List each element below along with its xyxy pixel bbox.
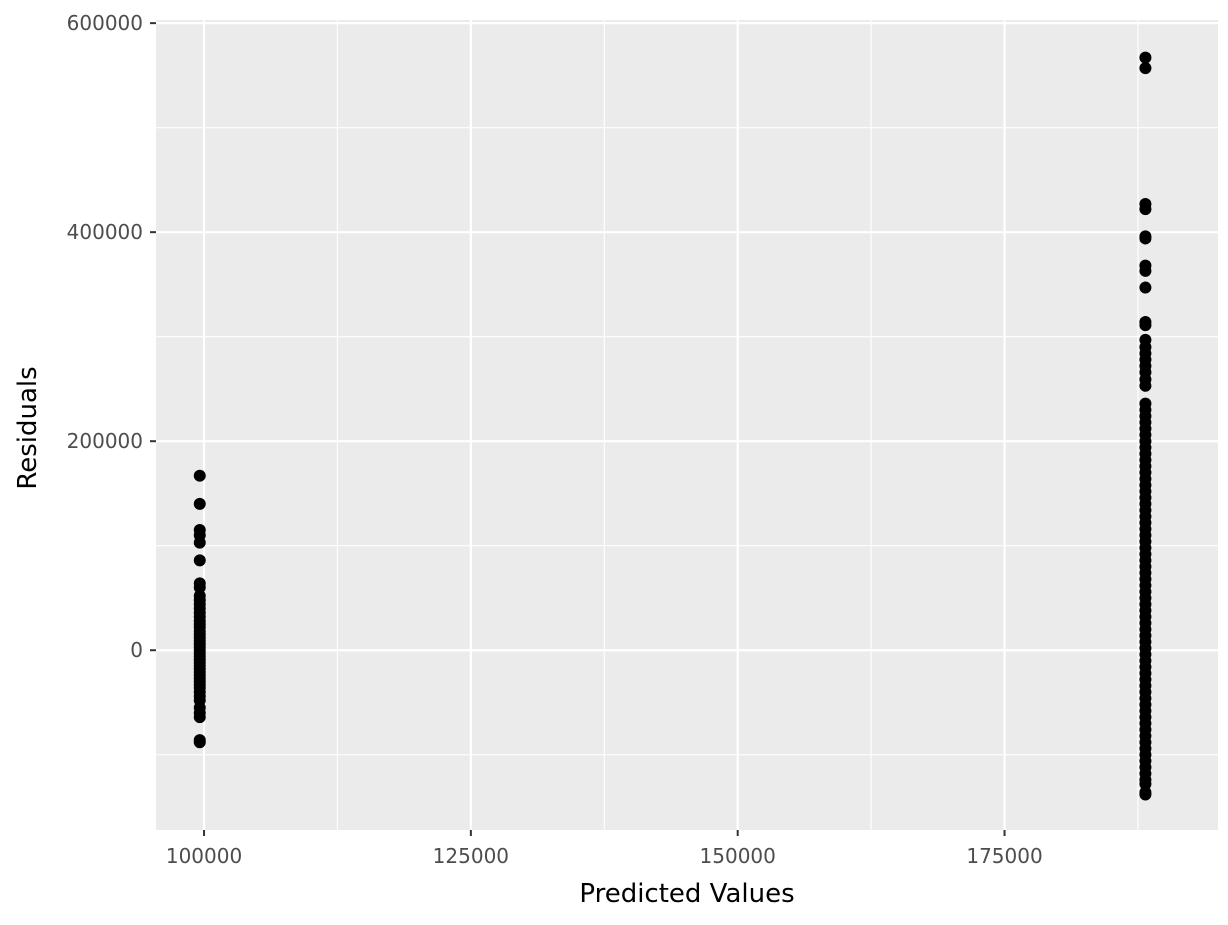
- data-point: [1139, 51, 1152, 64]
- data-point: [193, 497, 206, 510]
- x-tick-label: 150000: [700, 844, 776, 868]
- x-tick-label: 100000: [166, 844, 242, 868]
- x-axis-title: Predicted Values: [579, 879, 794, 909]
- y-axis: 0 200000 400000 600000: [67, 11, 156, 662]
- minor-grid-lines: [156, 20, 1218, 830]
- data-point: [1139, 203, 1152, 216]
- y-tick-label: 400000: [67, 220, 143, 244]
- y-axis-title: Residuals: [13, 366, 43, 489]
- x-tick-label: 125000: [433, 844, 509, 868]
- data-points: [193, 51, 1152, 801]
- data-point: [193, 554, 206, 567]
- data-point: [1139, 232, 1152, 245]
- x-axis: 100000 125000 150000 175000: [166, 830, 1043, 868]
- data-point: [193, 711, 206, 724]
- plot-panel-background: [156, 20, 1218, 830]
- y-tick-label: 600000: [67, 11, 143, 35]
- data-point: [193, 581, 206, 594]
- y-tick-label: 0: [130, 638, 143, 662]
- major-grid-lines: [156, 20, 1218, 830]
- data-point: [1139, 778, 1152, 791]
- data-point: [193, 536, 206, 549]
- data-point: [1139, 379, 1152, 392]
- y-tick-label: 200000: [67, 429, 143, 453]
- data-point: [193, 469, 206, 482]
- data-point: [1139, 264, 1152, 277]
- data-point: [1139, 62, 1152, 75]
- x-tick-label: 175000: [966, 844, 1042, 868]
- data-point: [1139, 788, 1152, 801]
- data-point: [1139, 319, 1152, 332]
- data-point: [1139, 281, 1152, 294]
- data-point: [193, 736, 206, 749]
